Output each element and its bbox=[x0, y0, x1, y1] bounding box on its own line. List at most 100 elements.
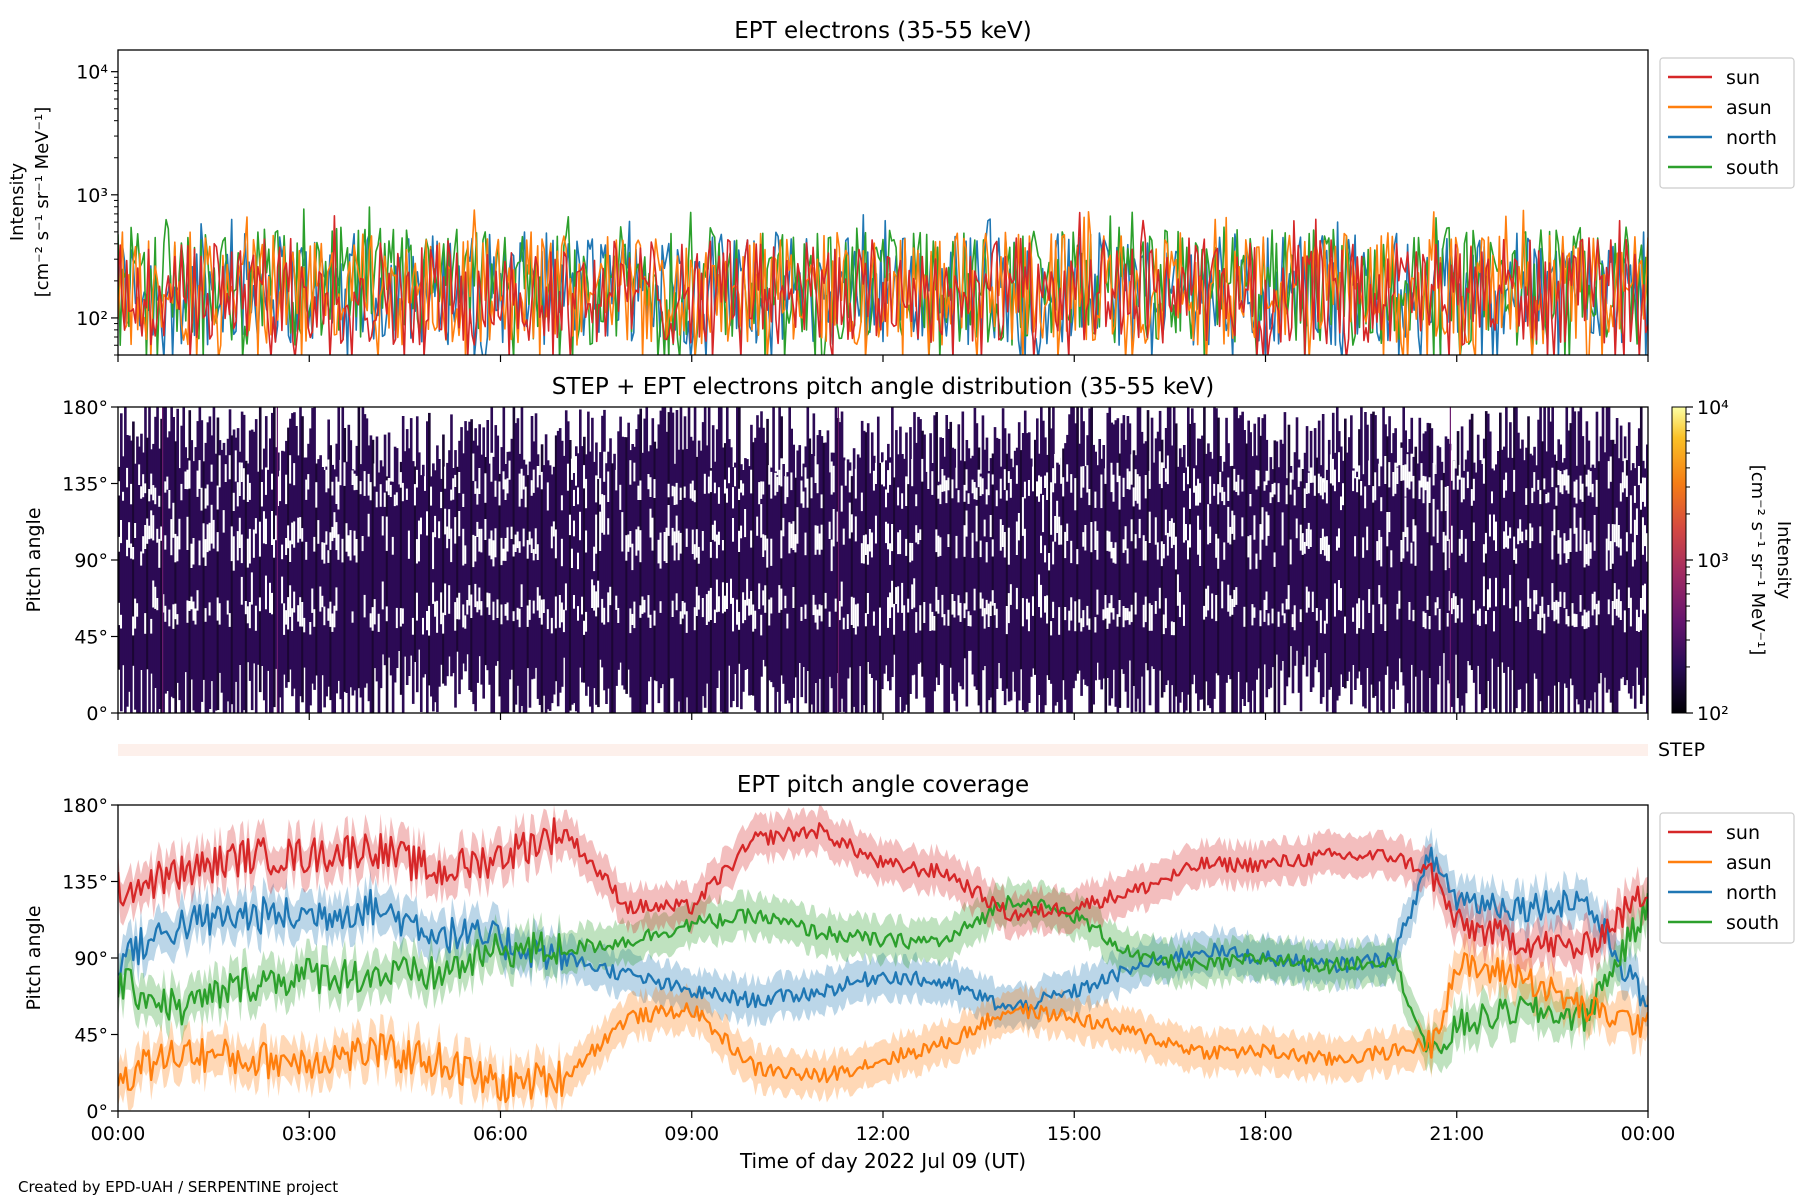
heatmap-column bbox=[1213, 407, 1216, 699]
heatmap-gap bbox=[1052, 541, 1055, 565]
heatmap-gap bbox=[854, 468, 858, 499]
heatmap-gap bbox=[174, 533, 177, 563]
heatmap-column bbox=[1488, 431, 1492, 713]
heatmap-column bbox=[868, 473, 872, 674]
heatmap-gap bbox=[1432, 498, 1436, 537]
y-tick-label: 180° bbox=[62, 795, 108, 817]
heatmap-column bbox=[301, 416, 304, 703]
heatmap-gap bbox=[1094, 617, 1097, 633]
heatmap-column bbox=[1241, 411, 1244, 699]
heatmap-gap bbox=[1317, 473, 1321, 494]
heatmap-column bbox=[214, 453, 218, 711]
heatmap-column bbox=[1259, 435, 1263, 713]
heatmap-gap bbox=[208, 602, 212, 616]
heatmap-gap bbox=[1148, 511, 1152, 543]
heatmap-gap bbox=[1521, 531, 1524, 544]
heatmap-gap bbox=[1323, 536, 1327, 556]
heatmap-gap bbox=[1625, 532, 1629, 552]
heatmap-gap bbox=[194, 608, 198, 625]
y-tick-label: 135° bbox=[62, 872, 108, 894]
heatmap-gap bbox=[1539, 526, 1542, 544]
heatmap-gap bbox=[363, 594, 367, 618]
heatmap-column bbox=[758, 427, 761, 713]
heatmap-gap bbox=[285, 610, 288, 625]
heatmap-gap bbox=[989, 601, 993, 616]
heatmap-gap bbox=[1186, 466, 1190, 485]
heatmap-gap bbox=[967, 611, 971, 626]
heatmap-column bbox=[923, 434, 926, 698]
heatmap-column bbox=[1261, 418, 1265, 713]
heatmap-column bbox=[1025, 433, 1029, 712]
heatmap-column bbox=[730, 447, 733, 708]
heatmap-gap bbox=[768, 465, 771, 485]
heatmap-gap bbox=[136, 603, 139, 617]
heatmap-column bbox=[850, 476, 854, 713]
heatmap-gap bbox=[444, 466, 447, 489]
y-tick-label: 180° bbox=[62, 397, 108, 419]
heatmap-column bbox=[1360, 407, 1363, 685]
heatmap-column bbox=[1297, 459, 1301, 693]
heatmap-gap bbox=[907, 598, 910, 613]
heatmap-gap bbox=[150, 510, 153, 539]
heatmap-gap bbox=[305, 479, 308, 500]
heatmap-gap bbox=[1607, 599, 1611, 615]
heatmap-gap bbox=[864, 613, 868, 627]
heatmap-gap bbox=[679, 487, 683, 500]
heatmap-gap bbox=[554, 529, 558, 559]
heatmap-gap bbox=[234, 450, 238, 482]
heatmap-gap bbox=[1344, 616, 1347, 634]
heatmap-gap bbox=[629, 531, 632, 548]
heatmap-column bbox=[1273, 440, 1277, 713]
heatmap-column bbox=[760, 411, 763, 677]
heatmap-gap bbox=[1458, 464, 1462, 480]
heatmap-column bbox=[454, 450, 457, 708]
heatmap-gap bbox=[1154, 601, 1158, 614]
heatmap-gap bbox=[957, 490, 961, 503]
heatmap-gap bbox=[621, 512, 624, 552]
heatmap-gap bbox=[1339, 496, 1343, 511]
heatmap-gap bbox=[1629, 597, 1633, 627]
heatmap-gap bbox=[796, 507, 800, 544]
heatmap-column bbox=[913, 412, 916, 675]
heatmap-gap bbox=[122, 491, 125, 501]
heatmap-gap bbox=[915, 612, 918, 633]
heatmap-column bbox=[1420, 451, 1424, 671]
heatmap-column bbox=[615, 476, 618, 686]
heatmap-gap bbox=[1400, 447, 1403, 481]
heatmap-column bbox=[1509, 422, 1512, 713]
heatmap-column bbox=[800, 476, 804, 698]
heatmap-column bbox=[1021, 433, 1025, 710]
heatmap-column bbox=[421, 464, 425, 678]
heatmap-gap bbox=[158, 538, 161, 568]
heatmap-gap bbox=[1311, 591, 1315, 612]
heatmap-column bbox=[1346, 452, 1349, 681]
heatmap-gap bbox=[810, 477, 814, 499]
heatmap-column bbox=[440, 478, 443, 665]
heatmap-gap bbox=[518, 473, 522, 507]
heatmap-column bbox=[1406, 452, 1410, 704]
heatmap-column bbox=[1611, 439, 1615, 713]
heatmap-column bbox=[335, 443, 339, 694]
heatmap-gap bbox=[570, 548, 574, 568]
heatmap-gap bbox=[395, 492, 399, 506]
heatmap-gap bbox=[1643, 477, 1647, 507]
heatmap-column bbox=[695, 456, 699, 713]
heatmap-gap bbox=[1495, 521, 1498, 551]
heatmap-gap bbox=[1293, 489, 1297, 506]
heatmap-column bbox=[1015, 447, 1019, 713]
heatmap-column bbox=[661, 407, 665, 685]
heatmap-gap bbox=[258, 521, 262, 557]
heatmap-gap bbox=[470, 594, 473, 618]
heatmap-gap bbox=[1158, 587, 1162, 609]
heatmap-gap bbox=[1114, 542, 1118, 564]
heatmap-gap bbox=[458, 592, 461, 620]
heatmap-gap bbox=[331, 481, 334, 496]
heatmap-gap bbox=[385, 516, 389, 551]
heatmap-column bbox=[876, 416, 880, 713]
heatmap-column bbox=[973, 407, 977, 687]
heatmap-column bbox=[1505, 407, 1508, 713]
heatmap-gap bbox=[872, 470, 876, 491]
heatmap-column bbox=[1253, 423, 1257, 713]
heatmap-gap bbox=[1643, 583, 1647, 614]
heatmap-column bbox=[426, 421, 429, 713]
